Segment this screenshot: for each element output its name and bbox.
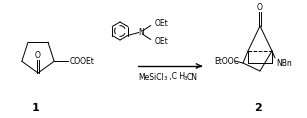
Text: CN: CN	[187, 72, 198, 82]
Text: EtOOC: EtOOC	[214, 57, 239, 65]
Text: OEt: OEt	[155, 37, 169, 46]
Text: N: N	[138, 28, 144, 37]
Text: 3: 3	[164, 76, 168, 81]
Text: 1: 1	[32, 103, 40, 113]
Text: NBn: NBn	[276, 59, 292, 67]
Text: COOEt: COOEt	[69, 57, 94, 66]
Text: O: O	[35, 51, 41, 59]
Text: O: O	[257, 2, 263, 11]
Text: ,C H: ,C H	[167, 72, 185, 82]
Text: 3: 3	[184, 76, 188, 81]
Text: MeSiCl: MeSiCl	[138, 72, 164, 82]
Text: OEt: OEt	[155, 19, 169, 28]
Text: 2: 2	[254, 103, 262, 113]
